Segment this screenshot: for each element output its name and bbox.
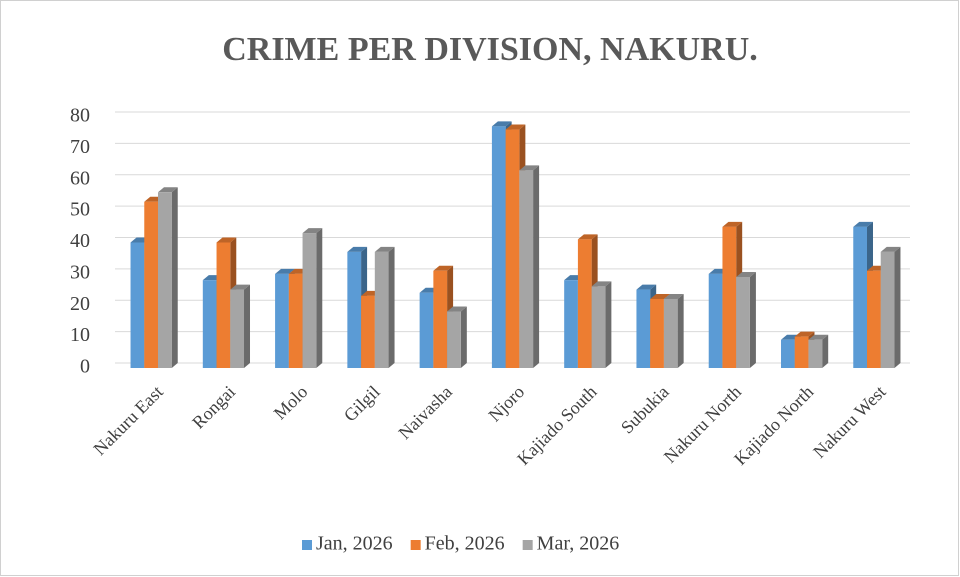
- bar-top: [447, 306, 467, 312]
- bar-top: [591, 281, 612, 287]
- bar-side: [822, 334, 829, 368]
- bar-front: [505, 129, 520, 368]
- bar-front: [591, 286, 606, 368]
- bar-top: [880, 246, 901, 252]
- bar: [663, 293, 684, 368]
- bar-front: [866, 270, 881, 368]
- y-tick-label: 0: [80, 356, 90, 378]
- bar-front: [216, 242, 231, 368]
- bar-front: [722, 226, 737, 368]
- y-tick-label: 60: [70, 167, 90, 189]
- bar-top: [505, 124, 526, 130]
- bar-side: [894, 246, 901, 368]
- bar-front: [663, 298, 678, 368]
- bar-front: [419, 292, 434, 368]
- bar-side: [677, 293, 684, 368]
- y-tick-label: 30: [70, 261, 90, 283]
- bar-top: [663, 293, 684, 299]
- bar-side: [533, 165, 540, 368]
- bar: [808, 334, 829, 368]
- bar: [374, 246, 395, 368]
- bar: [880, 246, 901, 368]
- legend-swatch: [522, 540, 533, 550]
- bar-top: [374, 246, 395, 252]
- bar-side: [460, 306, 467, 368]
- bar-front: [347, 251, 362, 368]
- bar-top: [302, 228, 323, 234]
- bar-front: [447, 311, 461, 368]
- legend-swatch: [410, 540, 421, 550]
- bar-front: [433, 270, 448, 368]
- bar-top: [794, 331, 815, 337]
- bar: [519, 165, 540, 368]
- bar-side: [749, 272, 756, 368]
- legend-label: Feb, 2026: [425, 533, 505, 555]
- bar-front: [130, 242, 145, 368]
- bar-top: [347, 246, 368, 252]
- bar-top: [230, 284, 251, 290]
- legend-swatch: [302, 540, 312, 550]
- bar-front: [158, 192, 172, 368]
- bar-top: [722, 221, 743, 227]
- bar-front: [519, 170, 534, 368]
- bar-front: [361, 295, 375, 368]
- bar-front: [780, 339, 795, 368]
- bar: [302, 228, 323, 368]
- bar-top: [808, 334, 829, 340]
- bar-side: [244, 284, 251, 368]
- bar-side: [388, 246, 395, 368]
- bar-top: [636, 284, 657, 290]
- bar-front: [880, 251, 895, 368]
- y-tick-label: 20: [70, 293, 90, 315]
- bar-front: [374, 251, 389, 368]
- bar-front: [636, 289, 651, 368]
- bar-side: [605, 281, 612, 368]
- bar-top: [577, 234, 598, 240]
- bar-front: [144, 201, 159, 368]
- bar-front: [794, 336, 809, 368]
- bar-top: [216, 237, 237, 243]
- legend-label: Mar, 2026: [537, 533, 620, 555]
- bar: [447, 306, 467, 368]
- bar-front: [302, 233, 317, 368]
- bar-front: [288, 273, 303, 368]
- bar-top: [491, 121, 512, 127]
- bar-side: [316, 228, 323, 368]
- bar-top: [519, 165, 540, 171]
- bar-front: [202, 280, 217, 368]
- bar-front: [230, 289, 245, 368]
- bar: [230, 284, 251, 368]
- bar-side: [171, 187, 178, 368]
- bar-front: [853, 226, 867, 368]
- y-tick-label: 50: [70, 199, 90, 221]
- bar-front: [577, 239, 592, 368]
- bar: [736, 272, 756, 368]
- bar-front: [564, 280, 578, 368]
- bar-top: [275, 268, 295, 274]
- bar-top: [736, 272, 756, 278]
- bar-front: [650, 298, 664, 368]
- bar-front: [736, 277, 750, 368]
- y-tick-label: 70: [70, 136, 90, 158]
- bar: [158, 187, 178, 368]
- bar-top: [433, 265, 454, 271]
- bar-front: [808, 339, 823, 368]
- y-tick-label: 10: [70, 324, 90, 346]
- bar: [591, 281, 612, 368]
- bar-front: [491, 126, 506, 368]
- legend-label: Jan, 2026: [316, 533, 393, 555]
- chart-title: CRIME PER DIVISION, NAKURU.: [222, 31, 758, 68]
- y-tick-label: 40: [70, 230, 90, 252]
- bar-front: [275, 273, 289, 368]
- bar-front: [708, 273, 723, 368]
- y-tick-label: 80: [70, 105, 90, 127]
- bar-top: [650, 293, 670, 299]
- bar-top: [853, 221, 873, 227]
- bar-top: [158, 187, 178, 193]
